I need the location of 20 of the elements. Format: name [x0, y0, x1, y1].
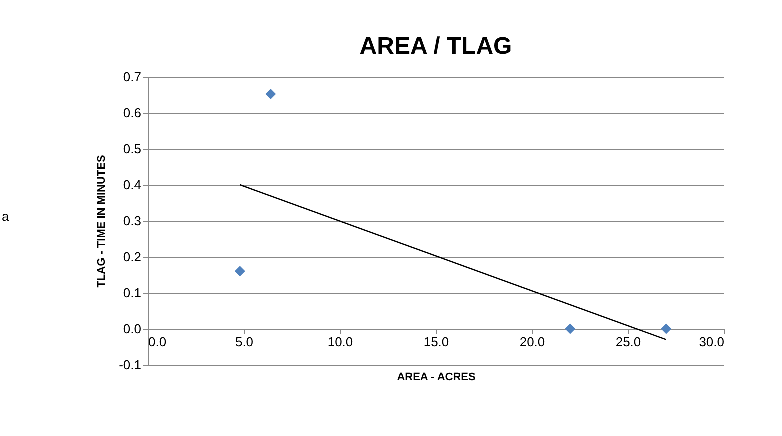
x-tick-label: 30.0 — [699, 334, 724, 350]
chart-title: AREA / TLAG — [360, 33, 512, 60]
y-tick-label: 0.1 — [123, 286, 142, 300]
x-axis-title: AREA - ACRES — [397, 372, 476, 384]
y-tick-label: 0.0 — [123, 322, 142, 336]
y-tick-label: 0.3 — [123, 214, 142, 228]
x-tick-label: 5.0 — [235, 334, 254, 350]
y-tick-label: -0.1 — [119, 358, 142, 372]
y-tick-label: 0.4 — [123, 178, 142, 192]
y-tick-label: 0.6 — [123, 106, 142, 120]
y-tick-label: 0.7 — [123, 70, 142, 84]
x-tick-label: 15.0 — [424, 334, 450, 350]
text: a — [2, 209, 10, 224]
x-tick-label: 10.0 — [328, 334, 354, 350]
x-tick-label: 25.0 — [616, 334, 642, 350]
y-tick-label: 0.2 — [123, 250, 142, 264]
x-tick-label: 20.0 — [520, 334, 546, 350]
x-tick-label: 0.0 — [148, 334, 167, 350]
y-tick-label: 0.5 — [123, 142, 142, 156]
y-axis-title: TLAG - TIME IN MINUTES — [96, 155, 108, 288]
